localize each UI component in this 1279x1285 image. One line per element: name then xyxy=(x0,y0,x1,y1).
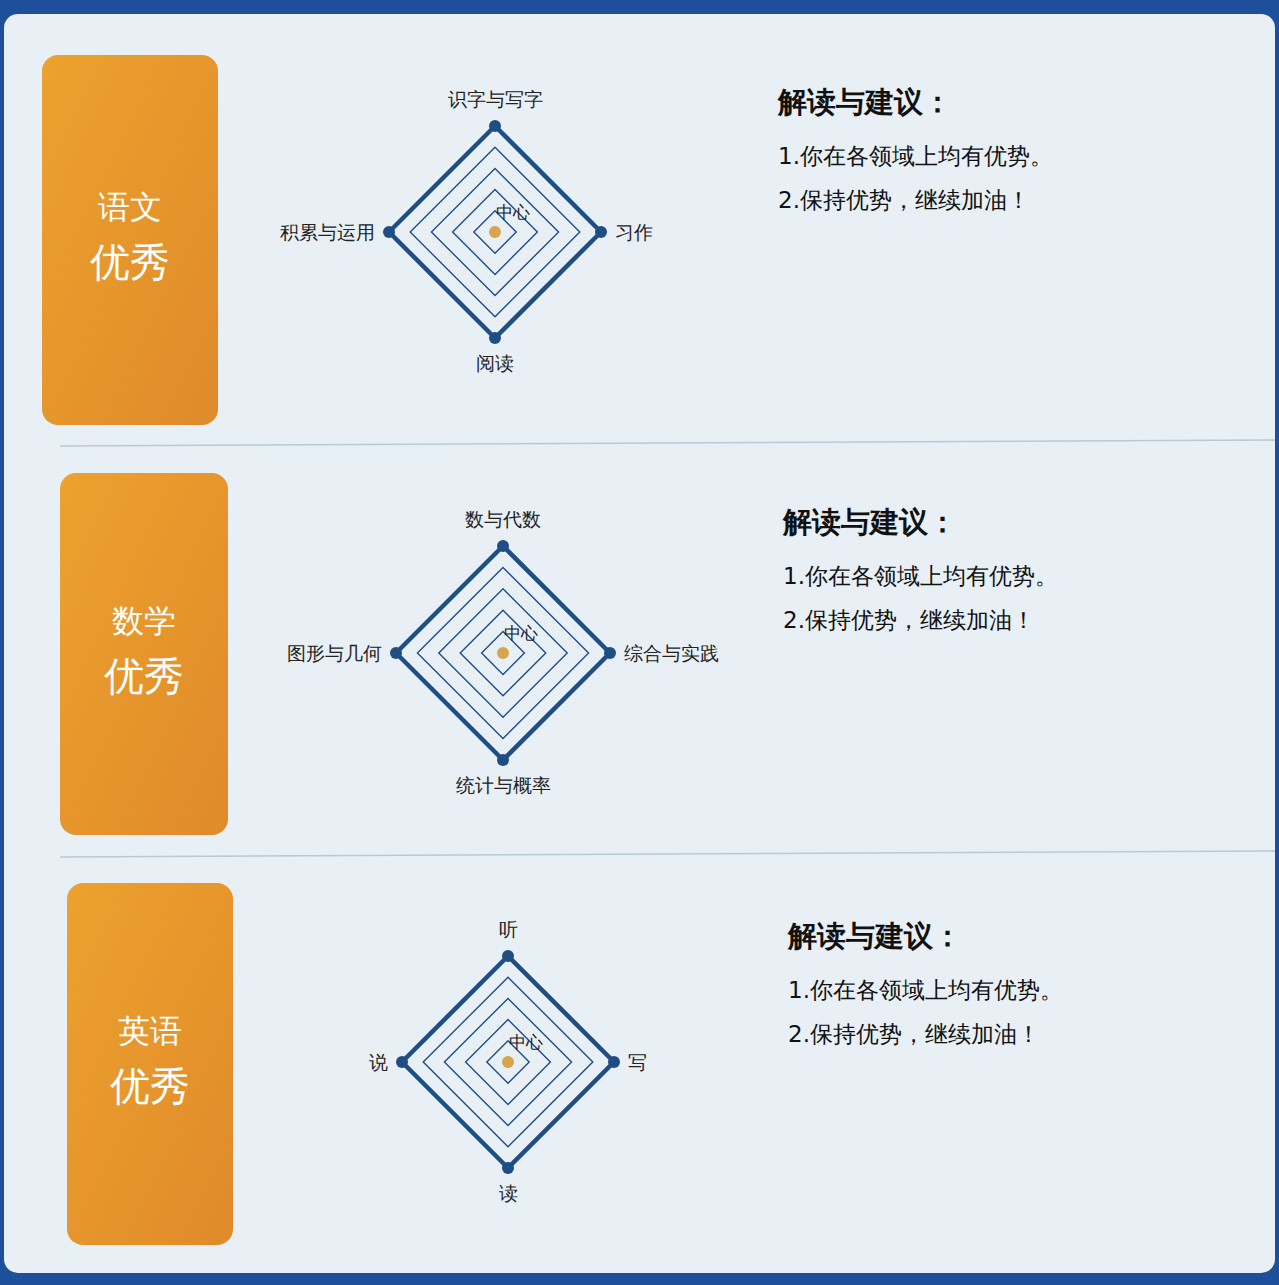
grid-ring xyxy=(396,546,610,760)
grade-box xyxy=(42,55,218,425)
separator xyxy=(60,851,1275,857)
page: 语文优秀识字与写字习作阅读积累与运用中心解读与建议：1.你在各领域上均有优势。2… xyxy=(0,0,1279,1285)
axis-label: 听 xyxy=(499,918,518,940)
separator xyxy=(60,440,1275,446)
axis-label: 读 xyxy=(499,1182,518,1204)
data-polygon xyxy=(389,126,601,338)
axis-label: 统计与概率 xyxy=(456,774,551,796)
advice-heading: 解读与建议： xyxy=(777,85,952,119)
center-label: 中心 xyxy=(496,202,530,222)
advice-line: 2.保持优势，继续加油！ xyxy=(788,1021,1040,1047)
axis-label: 数与代数 xyxy=(465,508,541,530)
grade: 优秀 xyxy=(110,1063,190,1109)
center-label: 中心 xyxy=(509,1032,543,1052)
axis-label: 综合与实践 xyxy=(624,642,719,664)
center-dot xyxy=(502,1056,514,1068)
grade: 优秀 xyxy=(104,653,184,699)
data-polygon xyxy=(396,546,610,760)
grid-ring xyxy=(439,589,567,717)
data-point xyxy=(595,226,607,238)
axis-label: 识字与写字 xyxy=(448,88,543,110)
data-point xyxy=(383,226,395,238)
panel: 数学优秀 数与代数综合与实践统计与概率 图形与几何 中心 解读与建议： 1.你在各领域上均… xyxy=(60,473,1058,835)
data-point xyxy=(497,540,509,552)
panel: 语文优秀 识字与写字习作阅读 积累与运用 中心 解读与建议： 1.你在各领域上均有优势。 2… xyxy=(42,55,1053,425)
grid-ring xyxy=(466,1020,551,1105)
advice-heading: 解读与建议： xyxy=(787,919,962,953)
grid-ring xyxy=(423,977,593,1147)
data-point xyxy=(390,647,402,659)
subject: 数学 xyxy=(112,602,176,640)
grid-ring xyxy=(460,610,546,696)
grade: 优秀 xyxy=(90,239,170,285)
paper xyxy=(4,14,1275,1273)
axis-label: 图形与几何 xyxy=(287,642,382,664)
grid-ring xyxy=(410,147,580,317)
grid-ring xyxy=(389,126,601,338)
panel: 英语优秀 听写读 说 中心 解读与建议： 1.你在各领域上均有优势。 2.保持优势，继续加油… xyxy=(67,883,1063,1245)
axis-label: 积累与运用 xyxy=(280,221,375,243)
data-point xyxy=(396,1056,408,1068)
subject: 英语 xyxy=(118,1012,182,1050)
advice-line: 1.你在各领域上均有优势。 xyxy=(783,563,1058,589)
data-point xyxy=(489,120,501,132)
data-point xyxy=(497,754,509,766)
data-point xyxy=(604,647,616,659)
grid-ring xyxy=(402,956,614,1168)
grid-ring xyxy=(444,998,571,1125)
grid-ring xyxy=(453,190,538,275)
center-label: 中心 xyxy=(504,623,538,643)
subject: 语文 xyxy=(98,188,162,226)
axis-label: 习作 xyxy=(615,221,653,243)
data-polygon xyxy=(402,956,614,1168)
advice-line: 2.保持优势，继续加油！ xyxy=(778,187,1030,213)
advice-line: 1.你在各领域上均有优势。 xyxy=(778,143,1053,169)
frame xyxy=(0,0,1279,1285)
axis-label: 写 xyxy=(628,1051,647,1073)
data-point xyxy=(502,950,514,962)
advice-heading: 解读与建议： xyxy=(782,505,957,539)
grid-ring xyxy=(417,567,588,738)
data-point xyxy=(608,1056,620,1068)
axis-label: 说 xyxy=(369,1051,388,1073)
advice-line: 1.你在各领域上均有优势。 xyxy=(788,977,1063,1003)
advice-line: 2.保持优势，继续加油！ xyxy=(783,607,1035,633)
grade-box xyxy=(60,473,228,835)
data-point xyxy=(489,332,501,344)
grade-box xyxy=(67,883,233,1245)
axis-label: 阅读 xyxy=(476,352,514,374)
data-point xyxy=(502,1162,514,1174)
grid-ring xyxy=(431,168,558,295)
center-dot xyxy=(497,647,509,659)
center-dot xyxy=(489,226,501,238)
